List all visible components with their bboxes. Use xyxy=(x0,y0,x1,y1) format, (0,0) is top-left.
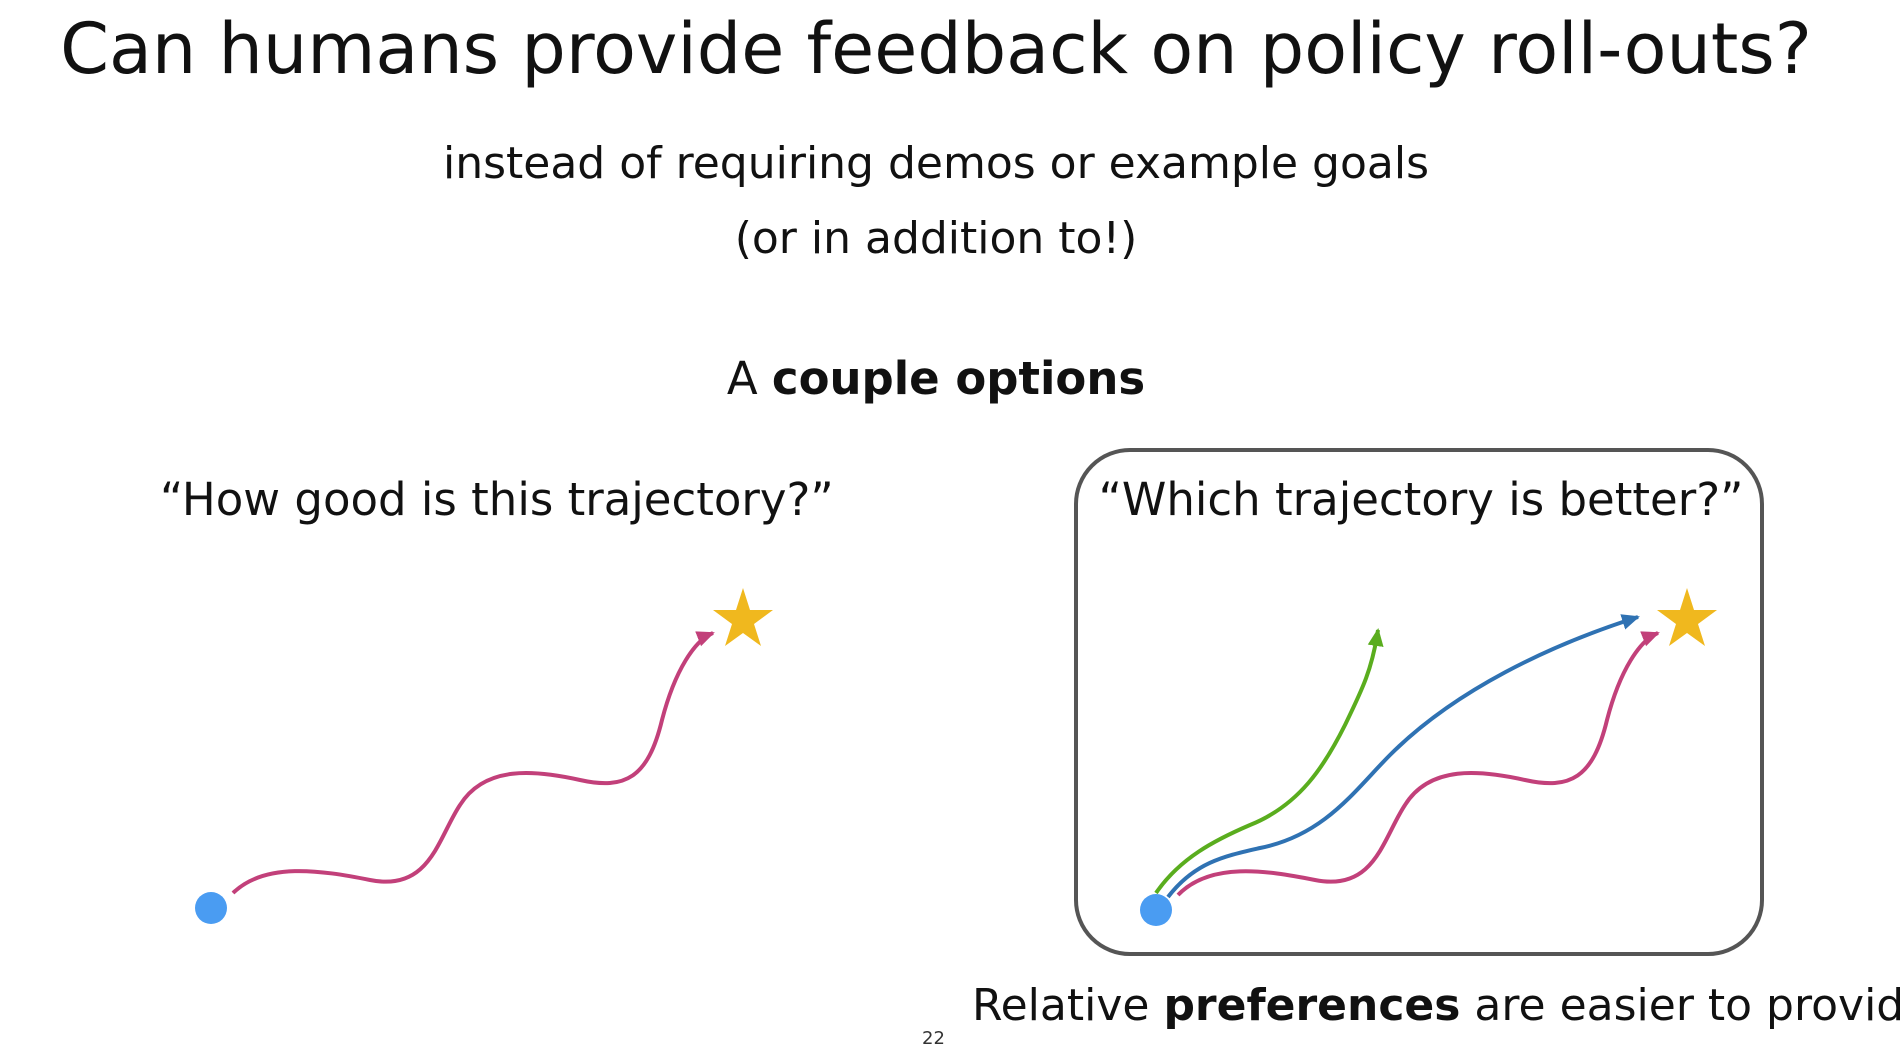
options-prefix: A xyxy=(726,352,772,405)
right-question: “Which trajectory is better?” xyxy=(1098,473,1744,526)
options-heading: A couple options xyxy=(0,352,1872,405)
page-number: 22 xyxy=(922,1028,945,1049)
subtitle-line-1: instead of requiring demos or example go… xyxy=(442,138,1429,189)
bottom-conclusion: Relative preferences are easier to provi… xyxy=(972,980,1900,1031)
comparison-panel xyxy=(1074,448,1764,956)
slide-title: Can humans provide feedback on policy ro… xyxy=(60,8,1812,90)
left-goal-star-icon xyxy=(713,588,773,646)
left-question: “How good is this trajectory?” xyxy=(160,473,834,526)
left-start-circle-dot-icon xyxy=(195,892,227,924)
options-bold: couple options xyxy=(771,352,1146,405)
right-start-circle-dot-icon xyxy=(1140,894,1172,926)
right-goal-star-icon xyxy=(1657,588,1717,646)
right-trajectory-green xyxy=(1154,628,1384,895)
bottom-prefix: Relative xyxy=(972,980,1164,1031)
left-trajectory-pink xyxy=(231,631,715,895)
right-trajectory-pink xyxy=(1176,631,1660,897)
bottom-suffix: are easier to provide! xyxy=(1474,980,1900,1031)
bottom-bold: preferences xyxy=(1163,980,1461,1031)
right-trajectory-blue xyxy=(1166,614,1640,899)
subtitle-line-2: (or in addition to!) xyxy=(734,213,1138,264)
